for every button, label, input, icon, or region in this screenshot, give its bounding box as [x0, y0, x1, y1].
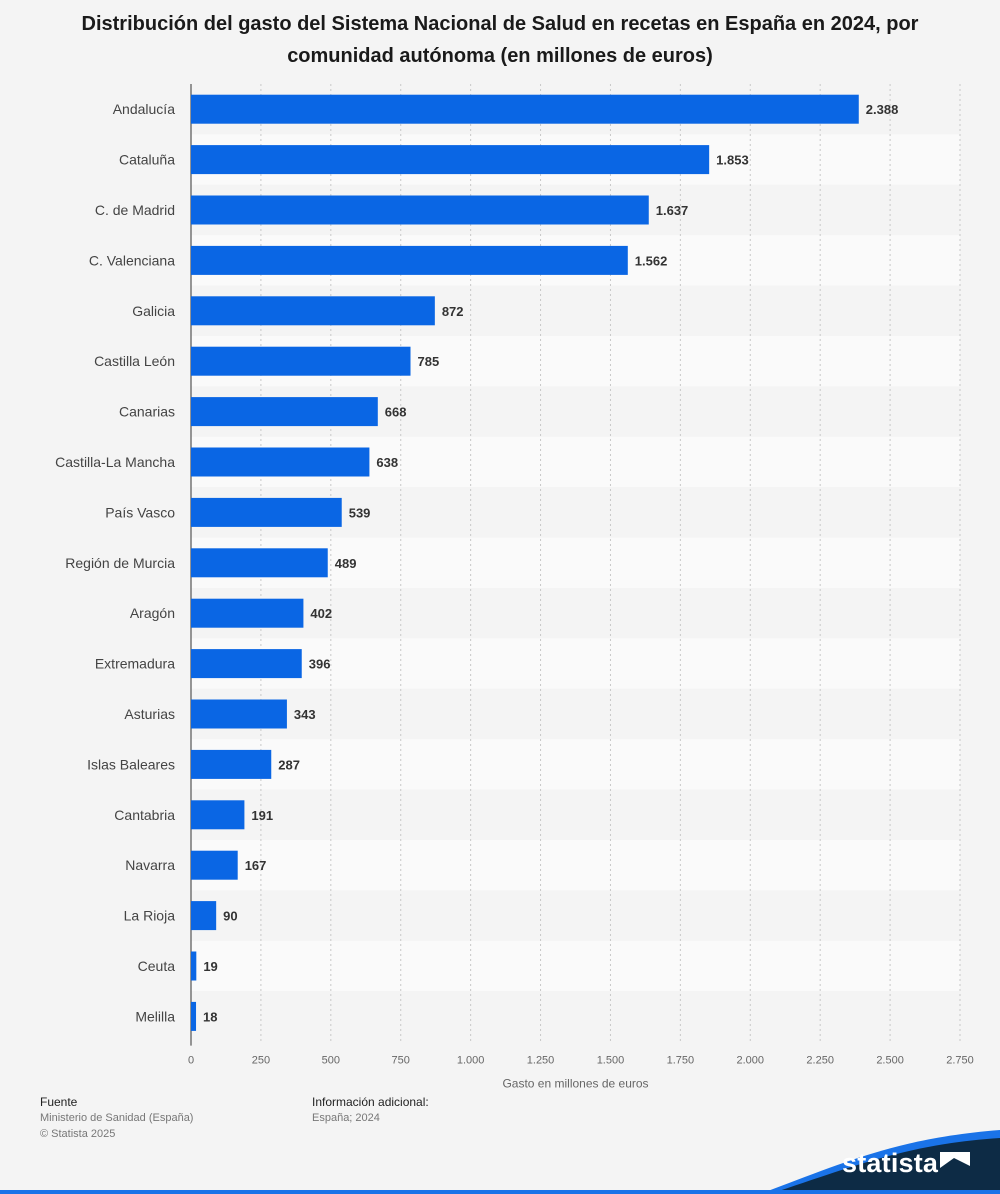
x-tick-label: 2.000 [737, 1055, 765, 1067]
bar [191, 94, 859, 124]
info-heading: Información adicional: [312, 1095, 429, 1109]
category-label: Asturias [124, 706, 175, 722]
statista-logo-text[interactable]: statista [842, 1148, 939, 1178]
row-stripe [191, 638, 960, 689]
value-label: 872 [442, 304, 464, 319]
bar [191, 195, 649, 225]
row-stripe [191, 789, 960, 840]
value-label: 1.853 [716, 153, 749, 168]
bar [191, 447, 370, 477]
bar [191, 397, 378, 427]
category-label: Aragón [130, 605, 175, 621]
value-label: 668 [385, 405, 407, 420]
statista-logo-icon [940, 1152, 970, 1174]
category-label: Cantabria [114, 807, 175, 823]
value-label: 18 [203, 1009, 217, 1024]
bar [191, 548, 328, 578]
bar [191, 598, 304, 628]
row-stripe [191, 890, 960, 941]
category-label: País Vasco [105, 504, 175, 520]
value-label: 343 [294, 707, 316, 722]
category-label: Extremadura [95, 656, 175, 672]
x-tick-label: 1.250 [527, 1055, 555, 1067]
x-tick-label: 2.250 [806, 1055, 834, 1067]
bar [191, 951, 197, 981]
row-stripe [191, 688, 960, 740]
row-stripe [191, 588, 960, 639]
x-tick-label: 250 [252, 1055, 270, 1067]
category-label: Andalucía [113, 101, 175, 117]
category-label: Islas Baleares [87, 756, 175, 772]
bar [191, 749, 272, 779]
row-stripe [191, 840, 960, 891]
x-tick-label: 500 [322, 1055, 340, 1067]
x-tick-label: 0 [188, 1055, 194, 1067]
row-stripe [191, 940, 960, 992]
source-heading: Fuente [40, 1095, 78, 1109]
bar [191, 649, 302, 679]
bar [191, 1001, 197, 1031]
value-label: 489 [335, 556, 357, 571]
category-label: Galicia [132, 303, 175, 319]
category-label: C. de Madrid [95, 202, 175, 218]
value-label: 19 [203, 959, 217, 974]
x-tick-label: 2.750 [946, 1055, 974, 1067]
x-axis-title: Gasto en millones de euros [502, 1077, 648, 1091]
copyright: © Statista 2025 [40, 1128, 116, 1140]
info-text: España; 2024 [312, 1112, 380, 1124]
value-label: 539 [349, 505, 371, 520]
category-label: Melilla [135, 1008, 175, 1024]
x-tick-label: 1.000 [457, 1055, 485, 1067]
chart-title: Distribución del gasto del Sistema Nacio… [81, 13, 919, 67]
category-label: C. Valenciana [89, 252, 175, 268]
row-stripe [191, 739, 960, 790]
x-tick-label: 750 [392, 1055, 410, 1067]
bar [191, 850, 238, 880]
category-label: La Rioja [124, 908, 176, 924]
bar [191, 901, 217, 931]
value-label: 2.388 [866, 102, 899, 117]
info-block: Información adicional: España; 2024 [312, 1094, 429, 1126]
value-label: 167 [245, 858, 267, 873]
x-tick-label: 1.500 [597, 1055, 625, 1067]
bar [191, 245, 628, 275]
bar [191, 497, 342, 527]
bar [191, 346, 411, 376]
bar-chart: Andalucía 2.388 Cataluña 1.853 C. de Madrid 1… [55, 84, 974, 1091]
source-text[interactable]: Ministerio de Sanidad (España) [40, 1112, 194, 1124]
category-label: Castilla-La Mancha [55, 454, 175, 470]
category-label: Navarra [125, 857, 175, 873]
category-label: Canarias [119, 404, 175, 420]
x-tick-label: 2.500 [876, 1055, 904, 1067]
category-label: Ceuta [138, 958, 176, 974]
value-label: 1.562 [635, 253, 668, 268]
value-label: 90 [223, 909, 237, 924]
value-label: 396 [309, 657, 331, 672]
brand-band [0, 1130, 1000, 1194]
bar [191, 296, 435, 326]
value-label: 785 [418, 354, 440, 369]
value-label: 638 [376, 455, 398, 470]
row-stripe [191, 991, 960, 1042]
value-label: 1.637 [656, 203, 689, 218]
bar [191, 800, 245, 830]
value-label: 287 [278, 757, 300, 772]
value-label: 191 [251, 808, 273, 823]
value-label: 402 [310, 606, 332, 621]
x-tick-label: 1.750 [667, 1055, 695, 1067]
category-label: Castilla León [94, 353, 175, 369]
bar [191, 145, 710, 175]
category-label: Cataluña [119, 152, 175, 168]
bar [191, 699, 287, 729]
category-label: Región de Murcia [65, 555, 175, 571]
source-block: Fuente Ministerio de Sanidad (España) © … [40, 1094, 193, 1142]
